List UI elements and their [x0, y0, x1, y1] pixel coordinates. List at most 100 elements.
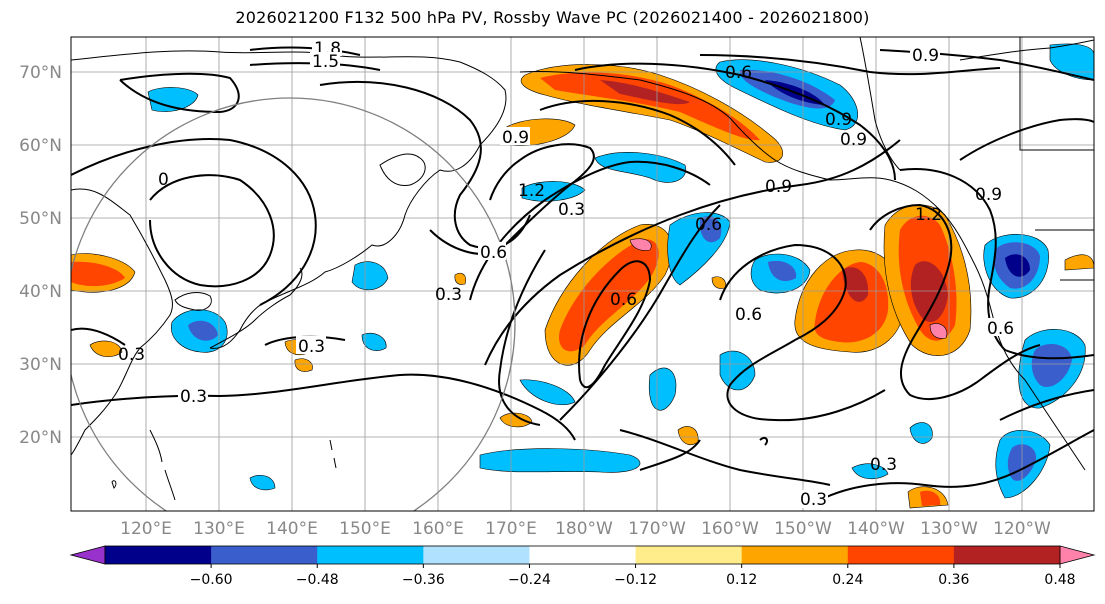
latitude-axis: 70°N 60°N 50°N 40°N 30°N 20°N	[19, 63, 62, 448]
positive-anomaly-nepac-max	[842, 267, 869, 302]
colorbar-segment	[211, 546, 318, 564]
positive-anomaly-tiny-3	[454, 272, 467, 285]
lat-label: 60°N	[19, 136, 62, 156]
contour-label: 0.3	[298, 337, 325, 357]
colorbar: −0.60 −0.48 −0.36 −0.24 −0.12 0.12 0.24 0.36 0.4…	[69, 545, 1096, 588]
colorbar-tick-label: 0.48	[1044, 572, 1075, 588]
lon-label: 130°W	[920, 519, 978, 539]
contour-label: 0.9	[502, 128, 529, 148]
positive-anomaly-bering-max	[600, 80, 690, 105]
negative-anomaly-uswest-max	[1005, 254, 1030, 277]
contour-label: 0.6	[725, 63, 752, 83]
colorbar-tick-label: −0.24	[508, 572, 551, 588]
positive-anomaly-small-a	[89, 340, 123, 358]
map-frame	[70, 36, 1095, 512]
positive-anomaly-central-pac-max	[629, 238, 652, 251]
colorbar-tick-label: 0.12	[726, 572, 757, 588]
negative-anomaly-se-small	[909, 422, 933, 444]
colorbar-segment	[105, 546, 212, 564]
contour-label: 0.3	[435, 285, 462, 305]
negative-anomaly-nepac-core	[768, 260, 797, 282]
contour-label: 0.9	[765, 177, 792, 197]
contour-label: 0.6	[987, 319, 1014, 339]
negative-anomaly-siberia	[147, 87, 199, 112]
lon-label: 150°E	[339, 519, 391, 539]
colorbar-tick-label: 0.24	[832, 572, 863, 588]
colorbar-outline	[104, 545, 1061, 565]
contour-label: 1.2	[915, 205, 942, 225]
contour-label: 0.9	[825, 110, 852, 130]
colorbar-extend-low	[69, 545, 106, 565]
contour-label: 0.6	[695, 215, 722, 235]
contour-label: 0.6	[610, 290, 637, 310]
positive-anomaly-china-core	[71, 261, 125, 287]
graticule	[71, 37, 1094, 511]
contour-label: 0.9	[912, 46, 939, 66]
lat-label: 50°N	[19, 209, 62, 229]
contour-label: 0.3	[870, 455, 897, 475]
positive-anomaly-small-c	[294, 358, 313, 372]
negative-anomaly-hawaii-w	[719, 350, 756, 391]
lon-label: 170°E	[485, 519, 537, 539]
pv-contours	[71, 46, 1094, 501]
lon-label: 180°W	[555, 519, 613, 539]
lon-label: 140°E	[266, 519, 318, 539]
colorbar-tick-label: −0.36	[402, 572, 445, 588]
contour-label: 0.9	[840, 130, 867, 150]
chart-title: 2026021200 F132 500 hPa PV, Rossby Wave …	[235, 8, 870, 27]
colorbar-segment	[423, 546, 530, 564]
lon-label: 160°W	[701, 519, 759, 539]
negative-anomaly-subtropic	[479, 448, 641, 473]
contour-label: 0.3	[558, 200, 585, 220]
coastlines	[71, 37, 1094, 501]
contour-label-group: 1.8 1.5 0.9 0.6 0.9 0.9 0.9 1.2 0.3 0.6 …	[118, 38, 1014, 510]
lon-label: 150°W	[774, 519, 832, 539]
lat-label: 40°N	[19, 282, 62, 302]
colorbar-segment	[741, 546, 849, 564]
negative-anomaly-tiny-2	[851, 463, 889, 480]
colorbar-segment	[317, 546, 424, 564]
colorbar-extend-high	[1059, 545, 1096, 565]
contour-label: 0.3	[800, 490, 827, 510]
lon-label: 170°W	[628, 519, 686, 539]
colorbar-tick-label: 0.36	[938, 572, 969, 588]
colorbar-segment	[953, 546, 1061, 564]
contour-label: 0.6	[480, 243, 507, 263]
contour-label: 1.2	[518, 181, 545, 201]
positive-anomaly-south-small-core	[920, 490, 941, 506]
negative-anomaly-mexico-core	[1031, 344, 1072, 388]
positive-anomaly-east-edge	[1064, 254, 1094, 271]
colorbar-segment	[635, 546, 743, 564]
colorbar-tick-label: −0.48	[296, 572, 339, 588]
lon-label: 120°W	[993, 519, 1051, 539]
lon-label: 160°E	[412, 519, 464, 539]
lon-label: 120°E	[120, 519, 172, 539]
contour-label: 1.5	[312, 52, 339, 72]
lon-label: 140°W	[847, 519, 905, 539]
contour-label: 0.6	[735, 305, 762, 325]
colorbar-segment	[847, 546, 955, 564]
colorbar-segment	[529, 546, 637, 564]
contour-label: 0.3	[118, 345, 145, 365]
negative-anomaly-tiny-1	[249, 475, 276, 491]
positive-anomaly-tiny-1	[499, 412, 533, 428]
lat-label: 70°N	[19, 63, 62, 83]
lon-label: 130°E	[193, 519, 245, 539]
negative-anomaly-cpac-4	[648, 367, 677, 411]
lat-label: 20°N	[19, 428, 62, 448]
positive-anomaly-bering-core	[540, 72, 760, 141]
contour-label: 0.3	[180, 387, 207, 407]
positive-anomaly-nepac-core	[814, 262, 889, 343]
longitude-axis: 120°E 130°E 140°E 150°E 160°E 170°E 180°…	[120, 519, 1051, 539]
negative-anomaly-cpac-2	[594, 152, 687, 183]
contour-label: 0.9	[975, 185, 1002, 205]
colorbar-tick-label: −0.12	[614, 572, 657, 588]
positive-anomaly-westcoast-max	[929, 323, 948, 339]
negative-anomaly-nwpac-1	[351, 261, 389, 291]
colorbar-tick-label: −0.60	[190, 572, 233, 588]
negative-anomaly-cpac-5	[519, 379, 576, 406]
lat-label: 30°N	[19, 355, 62, 375]
influence-circle	[71, 97, 516, 511]
positive-anomaly-westcoast-strong	[910, 261, 948, 323]
